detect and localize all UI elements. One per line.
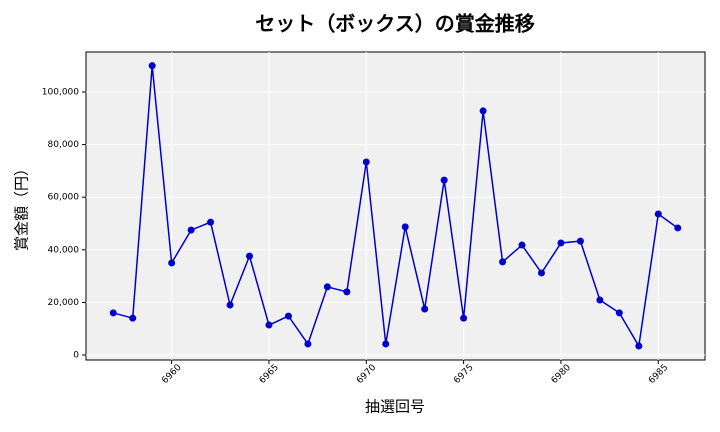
x-tick-label: 6975 [452,363,475,386]
plot-area [85,51,706,361]
y-axis-label: 賞金額（円） [13,161,31,251]
y-tick-label: 60,000 [48,193,80,203]
x-tick-label: 6970 [355,363,378,386]
point [148,62,156,70]
y-tick-label: 0 [73,351,79,361]
x-tick-label: 6960 [160,363,183,386]
point [654,210,662,218]
point [323,283,331,291]
point [674,224,682,232]
point [518,241,526,249]
point [596,296,604,304]
point [615,309,623,317]
point [421,305,429,313]
point [479,107,487,115]
point [207,218,215,226]
point [401,223,409,231]
y-tick-label: 20,000 [48,298,80,308]
point [265,321,273,329]
point [246,252,254,260]
point [109,309,117,317]
point [284,312,292,320]
chart-title: セット（ボックス）の賞金推移 [255,12,534,36]
point [343,288,351,296]
y-tick-label: 80,000 [48,140,80,150]
point [168,259,176,267]
point [635,342,643,350]
x-tick-label: 6985 [647,363,670,386]
line [113,65,679,349]
point [362,158,370,166]
point [382,340,390,348]
point [557,239,565,247]
point [576,237,584,245]
x-tick-label: 6980 [550,363,573,386]
point [187,226,195,234]
point [440,176,448,184]
x-axis-label: 抽選回号 [365,398,425,416]
point [304,340,312,348]
x-tick-label: 6965 [258,363,281,386]
point [537,269,545,277]
y-tick-label: 40,000 [48,245,80,255]
point [226,301,234,309]
point [129,314,137,322]
point [499,258,507,266]
y-tick-label: 100,000 [42,87,79,97]
point [460,314,468,322]
